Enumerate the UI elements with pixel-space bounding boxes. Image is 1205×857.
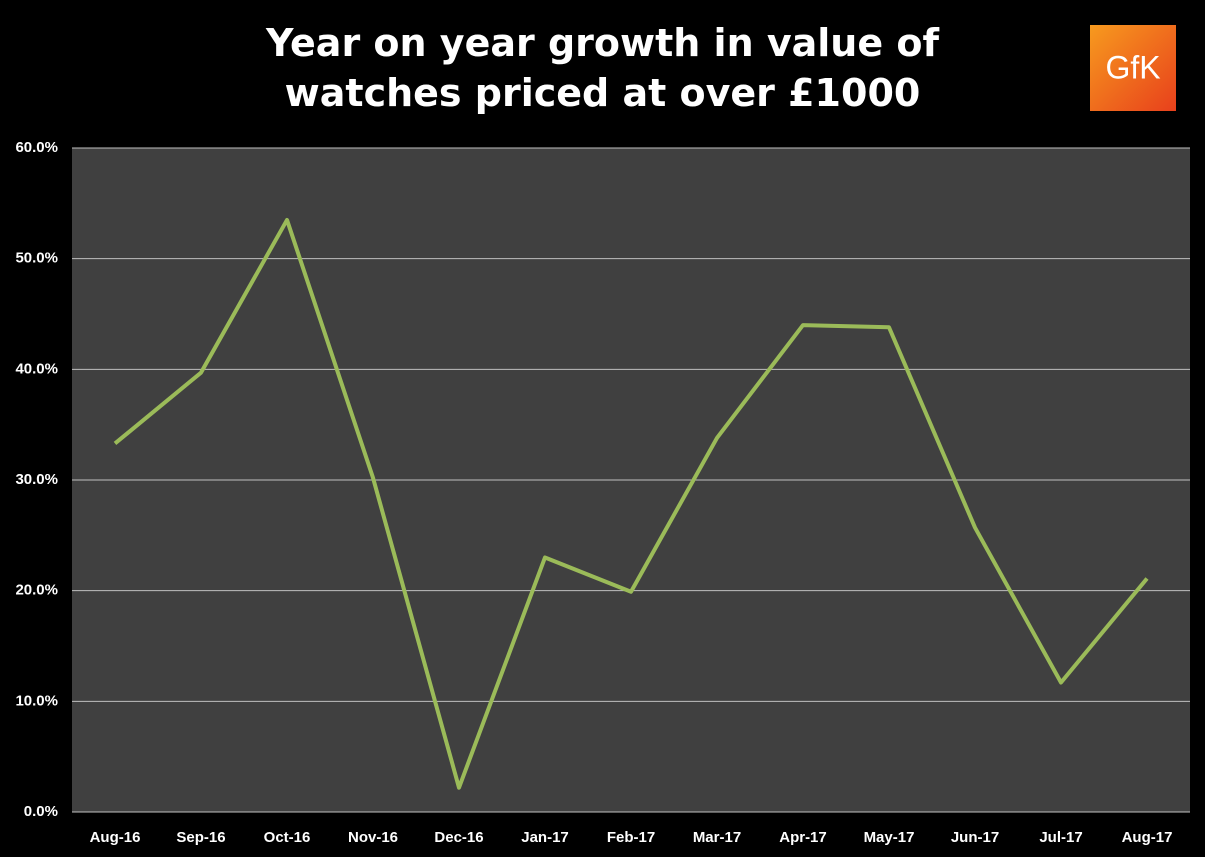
y-tick-label: 60.0% [15, 139, 58, 156]
logo-box [1090, 25, 1176, 111]
x-tick-label: Dec-16 [434, 829, 483, 846]
y-tick-label: 10.0% [15, 692, 58, 709]
x-tick-label: Sep-16 [176, 829, 225, 846]
x-tick-label: Aug-17 [1122, 829, 1173, 846]
x-tick-label: Aug-16 [90, 829, 141, 846]
x-tick-label: Feb-17 [607, 829, 655, 846]
y-tick-label: 30.0% [15, 471, 58, 488]
x-tick-label: Jul-17 [1039, 829, 1082, 846]
x-tick-label: Mar-17 [693, 829, 741, 846]
x-tick-label: May-17 [864, 829, 915, 846]
x-tick-label: Jun-17 [951, 829, 999, 846]
y-tick-label: 20.0% [15, 582, 58, 599]
x-tick-label: Apr-17 [779, 829, 827, 846]
x-tick-label: Oct-16 [264, 829, 311, 846]
data-line [113, 217, 1149, 790]
y-tick-label: 40.0% [15, 360, 58, 377]
logo: GfK [1105, 49, 1160, 85]
x-tick-label: Nov-16 [348, 829, 398, 846]
y-tick-label: 50.0% [15, 250, 58, 267]
chart-title: Year on year growth in value of watches … [266, 21, 939, 115]
y-tick-label: 0.0% [24, 803, 58, 820]
x-tick-label: Jan-17 [521, 829, 569, 846]
